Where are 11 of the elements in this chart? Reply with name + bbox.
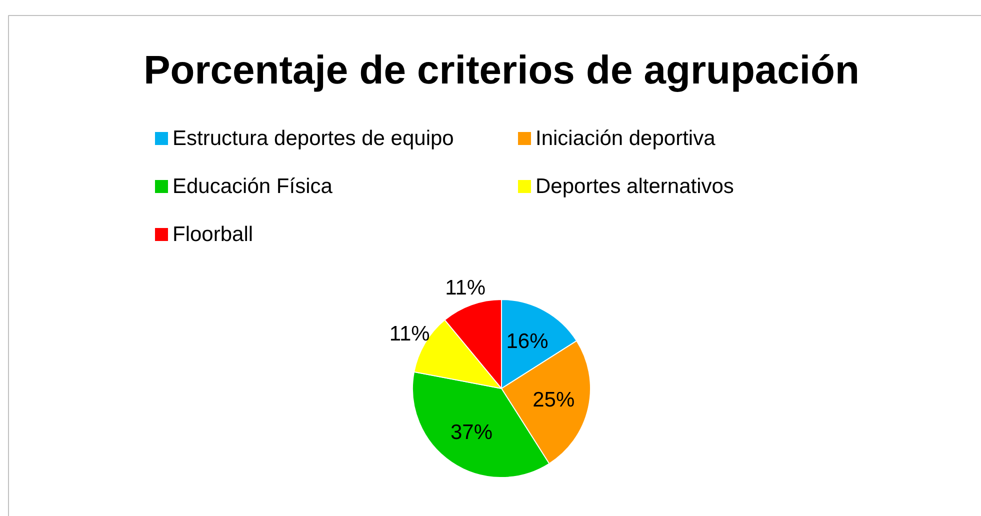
data-label: 11%	[445, 276, 486, 300]
legend-label: Deportes alternativos	[536, 175, 734, 198]
legend-label: Iniciación deportiva	[536, 127, 716, 150]
data-label: 37%	[450, 421, 492, 444]
chart-title: Porcentaje de criterios de agrupación	[144, 48, 860, 92]
data-label: 16%	[506, 330, 548, 354]
legend-label: Floorball	[172, 223, 254, 246]
legend-label: Educación Física	[172, 175, 333, 198]
legend-label: Estructura deportes de equipo	[172, 127, 454, 150]
data-label: 25%	[532, 388, 575, 412]
data-label: 11%	[389, 322, 430, 346]
